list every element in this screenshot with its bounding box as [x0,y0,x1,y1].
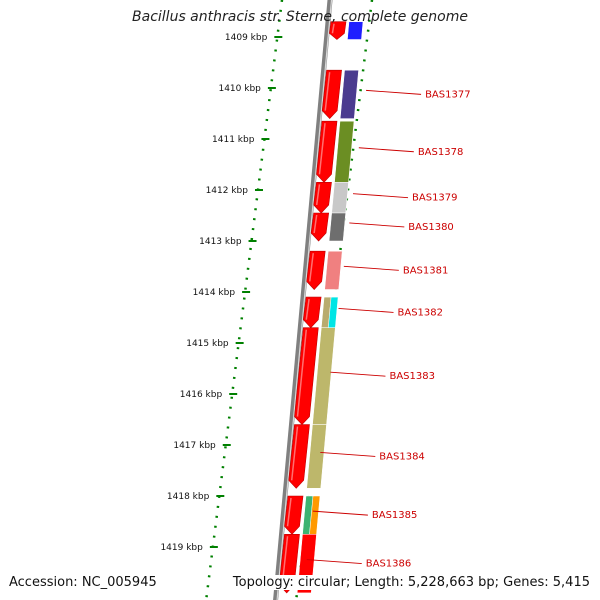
gene-label-leader [352,193,409,199]
tick-label: 1418 kbp [167,492,210,502]
gene-arrow[interactable] [294,327,319,426]
gene-arrow-highlight [296,329,308,417]
gene-label[interactable]: BAS1379 [412,193,458,204]
scale-ticks: 1409 kbp 1410 kbp 1411 kbp 1412 kbp 1413 kbp… [160,33,283,553]
tick-label: 1417 kbp [173,441,216,451]
gene-label[interactable]: BAS1377 [425,89,471,100]
cog-track [296,21,364,594]
cog-box[interactable] [334,120,355,183]
cog-box[interactable] [339,69,359,119]
gene-label[interactable]: BAS1383 [389,371,435,382]
tick-label: 1416 kbp [180,390,223,400]
gene-arrow[interactable] [310,212,330,242]
gene-label-leader [306,559,362,565]
gene-label-leader [338,307,394,313]
cog-box[interactable] [324,250,343,290]
gene-arrow-highlight [286,497,292,527]
gene-arrow[interactable] [302,296,322,329]
tick-label: 1414 kbp [193,288,236,298]
gene-label[interactable]: BAS1386 [366,559,412,570]
gene-arrow[interactable] [284,495,304,535]
gene-arrow[interactable] [288,424,310,489]
gene-arrow-highlight [305,298,310,320]
gene-label[interactable]: BAS1378 [418,147,464,158]
cog-box[interactable] [347,21,364,40]
gene-arrow-highlight [318,123,326,175]
gene-arrow-highlight [315,184,321,206]
gene-label-leader [349,222,405,228]
tick-label: 1413 kbp [199,237,242,247]
gene-arrow-highlight [313,214,318,234]
backbone-highlight [276,0,333,600]
cog-box[interactable] [328,212,346,242]
gene-label-leader [320,452,376,457]
gene-arrow[interactable] [316,120,338,183]
tick-label: 1410 kbp [218,84,261,94]
genome-summary-text: Topology: circular; Length: 5,228,663 bp… [230,575,592,590]
gene-label-leader [343,265,399,271]
gene-label-leader [366,89,422,95]
map-title: Bacillus anthracis str. Sterne, complete… [132,9,468,25]
tick-label: 1412 kbp [206,186,249,196]
gene-label[interactable]: BAS1385 [372,510,418,521]
gene-arrow-highlight [324,72,331,111]
gene-arrow-highlight [290,426,299,481]
tick-label: 1411 kbp [212,135,255,145]
gene-labels: BAS1377 BAS1378 BAS1379 BAS1380 BAS1381 BAS13… [306,89,471,570]
gene-arrow-highlight [331,23,335,34]
gene-label-leader [312,510,368,516]
gene-label[interactable]: BAS1384 [379,451,425,462]
gene-label[interactable]: BAS1382 [398,307,444,318]
gene-arrow[interactable] [321,69,342,120]
backbone-line [273,0,333,600]
gene-arrow-highlight [309,253,314,282]
cog-box[interactable] [331,182,349,214]
gene-label[interactable]: BAS1380 [408,222,454,233]
gene-label[interactable]: BAS1381 [403,265,449,276]
accession-text: Accession: NC_005945 [7,575,159,590]
cog-box[interactable] [306,424,327,489]
gene-label-leader [358,147,414,153]
gene-label-leader [330,371,386,377]
tick-label: 1419 kbp [160,543,203,553]
tick-label: 1415 kbp [186,339,229,349]
tick-label: 1409 kbp [225,33,268,43]
backbone [273,0,333,600]
gene-arrow[interactable] [313,182,332,214]
gene-arrow[interactable] [306,250,326,290]
